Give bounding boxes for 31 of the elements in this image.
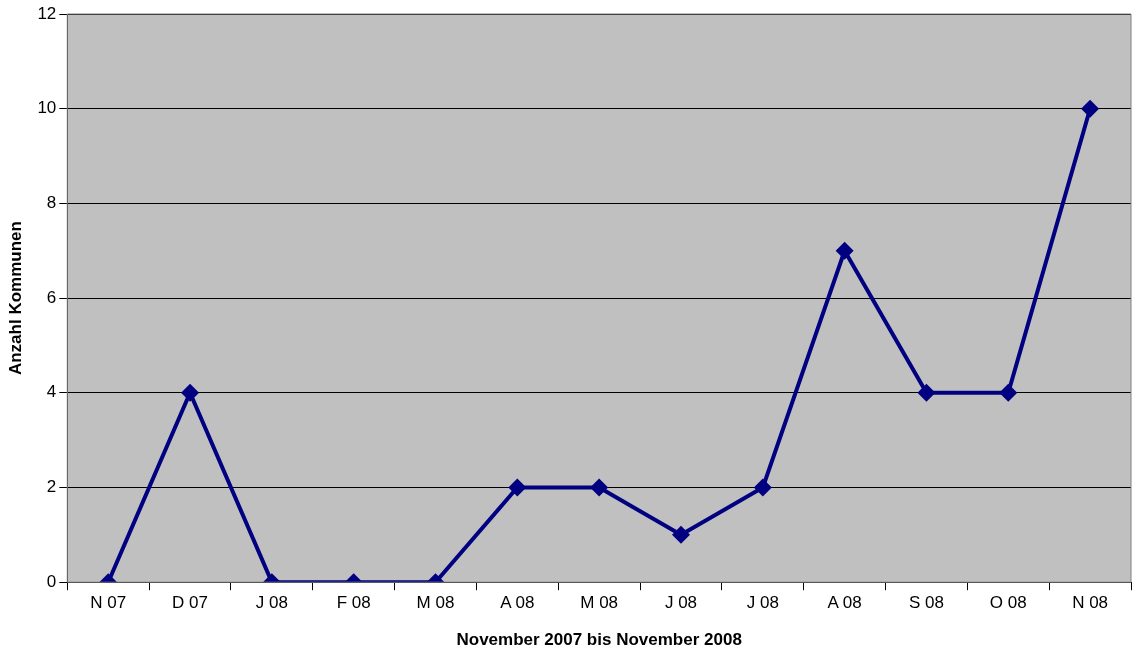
x-tick-label: D 07 xyxy=(172,593,208,613)
point xyxy=(508,478,527,497)
y-axis-title: Anzahl Kommunen xyxy=(5,221,25,376)
x-tick-label: S 08 xyxy=(908,593,944,613)
point xyxy=(835,241,854,260)
y-tick-label: 10 xyxy=(37,98,57,118)
x-tick-label: F 08 xyxy=(336,593,371,613)
y-tick-label: 6 xyxy=(46,287,57,307)
point xyxy=(1081,99,1100,118)
x-axis-title: November 2007 bis November 2008 xyxy=(456,630,742,650)
y-tick-label: 8 xyxy=(46,193,57,213)
x-tick-label: N 08 xyxy=(1072,593,1109,613)
x-tick-label: J 08 xyxy=(746,593,779,613)
point xyxy=(753,478,772,497)
x-tick-label: O 08 xyxy=(989,593,1027,613)
x-tick-label: A 08 xyxy=(500,593,535,613)
point xyxy=(999,383,1018,402)
x-tick-label: M 08 xyxy=(416,593,455,613)
x-tick-label: A 08 xyxy=(827,593,862,613)
point xyxy=(917,383,936,402)
y-tick-label: 4 xyxy=(46,382,57,402)
point xyxy=(671,525,690,544)
x-tick-label: N 07 xyxy=(90,593,127,613)
y-tick-label: 0 xyxy=(46,571,57,591)
x-tick-label: J 08 xyxy=(255,593,288,613)
y-tick-label: 2 xyxy=(46,477,57,497)
point xyxy=(181,383,200,402)
y-tick-label: 12 xyxy=(37,3,57,23)
point xyxy=(590,478,609,497)
x-tick-label: M 08 xyxy=(580,593,619,613)
x-tick-label: J 08 xyxy=(664,593,698,613)
